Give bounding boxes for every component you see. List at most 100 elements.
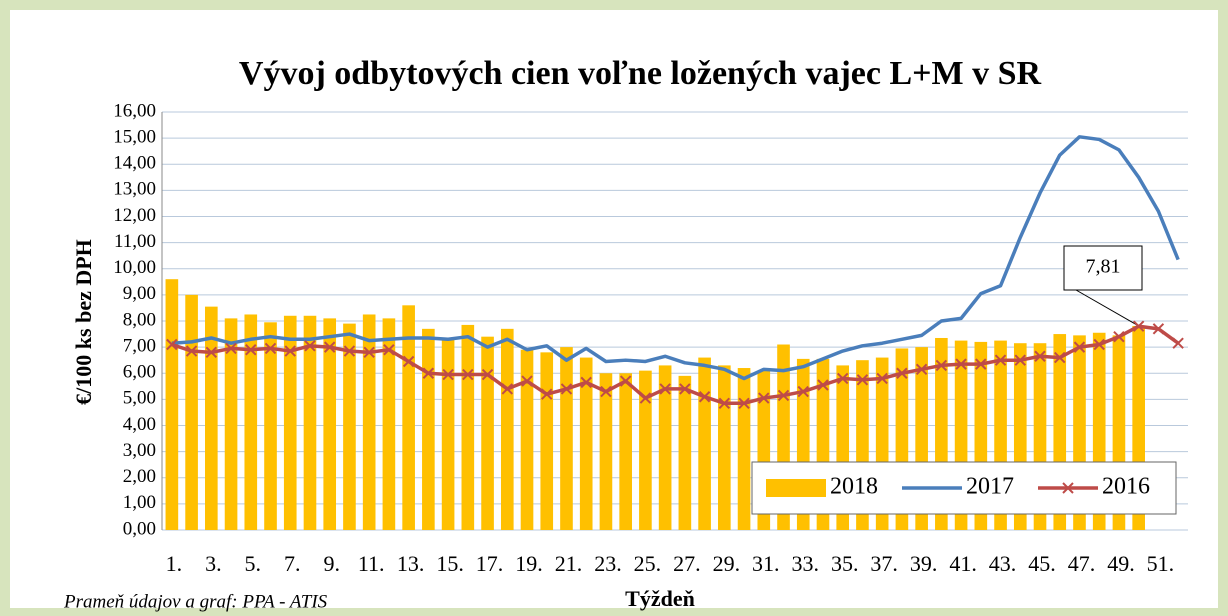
callout-box <box>1063 245 1143 291</box>
x-tick-label: 7. <box>284 551 301 576</box>
marker <box>738 397 750 410</box>
marker <box>225 342 237 355</box>
y-tick-label: 13,00 <box>113 179 156 200</box>
marker <box>442 368 454 381</box>
y-tick-label: 7,00 <box>123 335 156 356</box>
marker <box>1054 351 1066 364</box>
bar <box>560 347 573 530</box>
bar <box>205 306 218 530</box>
bar <box>185 294 198 530</box>
callout-leader <box>1075 289 1139 327</box>
marker <box>185 345 198 357</box>
marker <box>600 385 612 398</box>
y-tick-label: 3,00 <box>123 440 156 461</box>
line-series <box>171 324 1180 406</box>
marker <box>166 338 178 351</box>
x-tick-label: 51. <box>1147 551 1175 576</box>
bar <box>737 368 751 530</box>
chart-title: Vývoj odbytových cien voľne ložených vaj… <box>239 55 1042 92</box>
y-tick-label: 2,00 <box>123 466 156 487</box>
marker <box>1093 338 1105 351</box>
x-tick-label: 3. <box>205 551 222 576</box>
marker <box>994 354 1007 366</box>
x-tick-label: 47. <box>1068 551 1096 576</box>
marker <box>541 388 553 400</box>
y-tick-label: 1,00 <box>123 492 156 513</box>
x-tick-label: 45. <box>1028 551 1056 576</box>
legend-label: 2016 <box>1102 474 1150 500</box>
x-axis-label: Týždeň <box>625 586 695 611</box>
x-tick-label: 23. <box>594 551 622 576</box>
marker <box>758 392 770 404</box>
marker <box>521 375 533 387</box>
bar <box>343 323 356 530</box>
legend-swatch <box>766 479 826 497</box>
marker <box>1132 320 1145 332</box>
y-tick-label: 14,00 <box>113 153 156 174</box>
marker <box>422 367 435 379</box>
line-series <box>171 135 1180 381</box>
x-tick-label: 31. <box>752 551 780 576</box>
x-tick-label: 5. <box>245 551 262 576</box>
bar <box>382 318 396 530</box>
x-tick-label: 11. <box>358 551 385 576</box>
bar <box>362 314 376 530</box>
bar <box>441 339 455 530</box>
bar <box>500 328 514 530</box>
data-label: 7,81 <box>1086 256 1121 278</box>
marker <box>245 344 257 356</box>
marker <box>817 379 829 391</box>
x-tick-label: 27. <box>673 551 701 576</box>
legend-marker <box>1062 482 1074 494</box>
x-tick-label: 41. <box>949 551 977 576</box>
marker <box>363 346 375 359</box>
marker <box>1073 341 1086 353</box>
y-tick-label: 4,00 <box>123 414 156 435</box>
bar <box>520 349 534 530</box>
bar <box>264 322 277 530</box>
y-tick-label: 6,00 <box>123 362 156 383</box>
y-tick-label: 10,00 <box>113 257 156 278</box>
bar <box>599 373 613 530</box>
bar <box>283 315 297 530</box>
marker <box>1113 330 1125 343</box>
marker <box>837 372 849 385</box>
marker <box>915 363 928 376</box>
bar <box>165 279 179 530</box>
y-tick-label: 15,00 <box>113 126 156 147</box>
y-tick-label: 0,00 <box>123 518 156 539</box>
legend-label: 2018 <box>830 474 878 500</box>
marker <box>935 359 948 372</box>
marker <box>383 344 395 356</box>
marker <box>264 342 277 355</box>
marker <box>481 368 494 381</box>
bar <box>619 373 632 530</box>
bar <box>481 336 494 530</box>
y-axis-label: €/100 ks bez DPH <box>71 239 96 405</box>
marker <box>304 340 316 352</box>
x-tick-label: 29. <box>713 551 741 576</box>
bar <box>579 357 593 530</box>
x-tick-label: 15. <box>436 551 464 576</box>
bar <box>639 370 652 530</box>
bar <box>303 315 317 530</box>
marker <box>205 346 218 359</box>
marker <box>679 383 691 395</box>
marker <box>876 372 888 385</box>
x-tick-label: 21. <box>555 551 583 576</box>
marker <box>1172 337 1184 349</box>
bar <box>658 365 672 530</box>
y-tick-label: 11,00 <box>114 231 156 252</box>
marker <box>659 383 671 395</box>
marker <box>580 376 592 389</box>
bar <box>422 328 435 530</box>
x-tick-label: 19. <box>515 551 543 576</box>
marker <box>1014 354 1026 366</box>
y-tick-label: 8,00 <box>123 309 156 330</box>
marker <box>402 355 415 368</box>
bar <box>224 318 238 530</box>
source-note: Prameň údajov a graf: PPA - ATIS <box>63 591 328 612</box>
x-tick-label: 1. <box>166 551 183 576</box>
marker <box>698 391 711 403</box>
